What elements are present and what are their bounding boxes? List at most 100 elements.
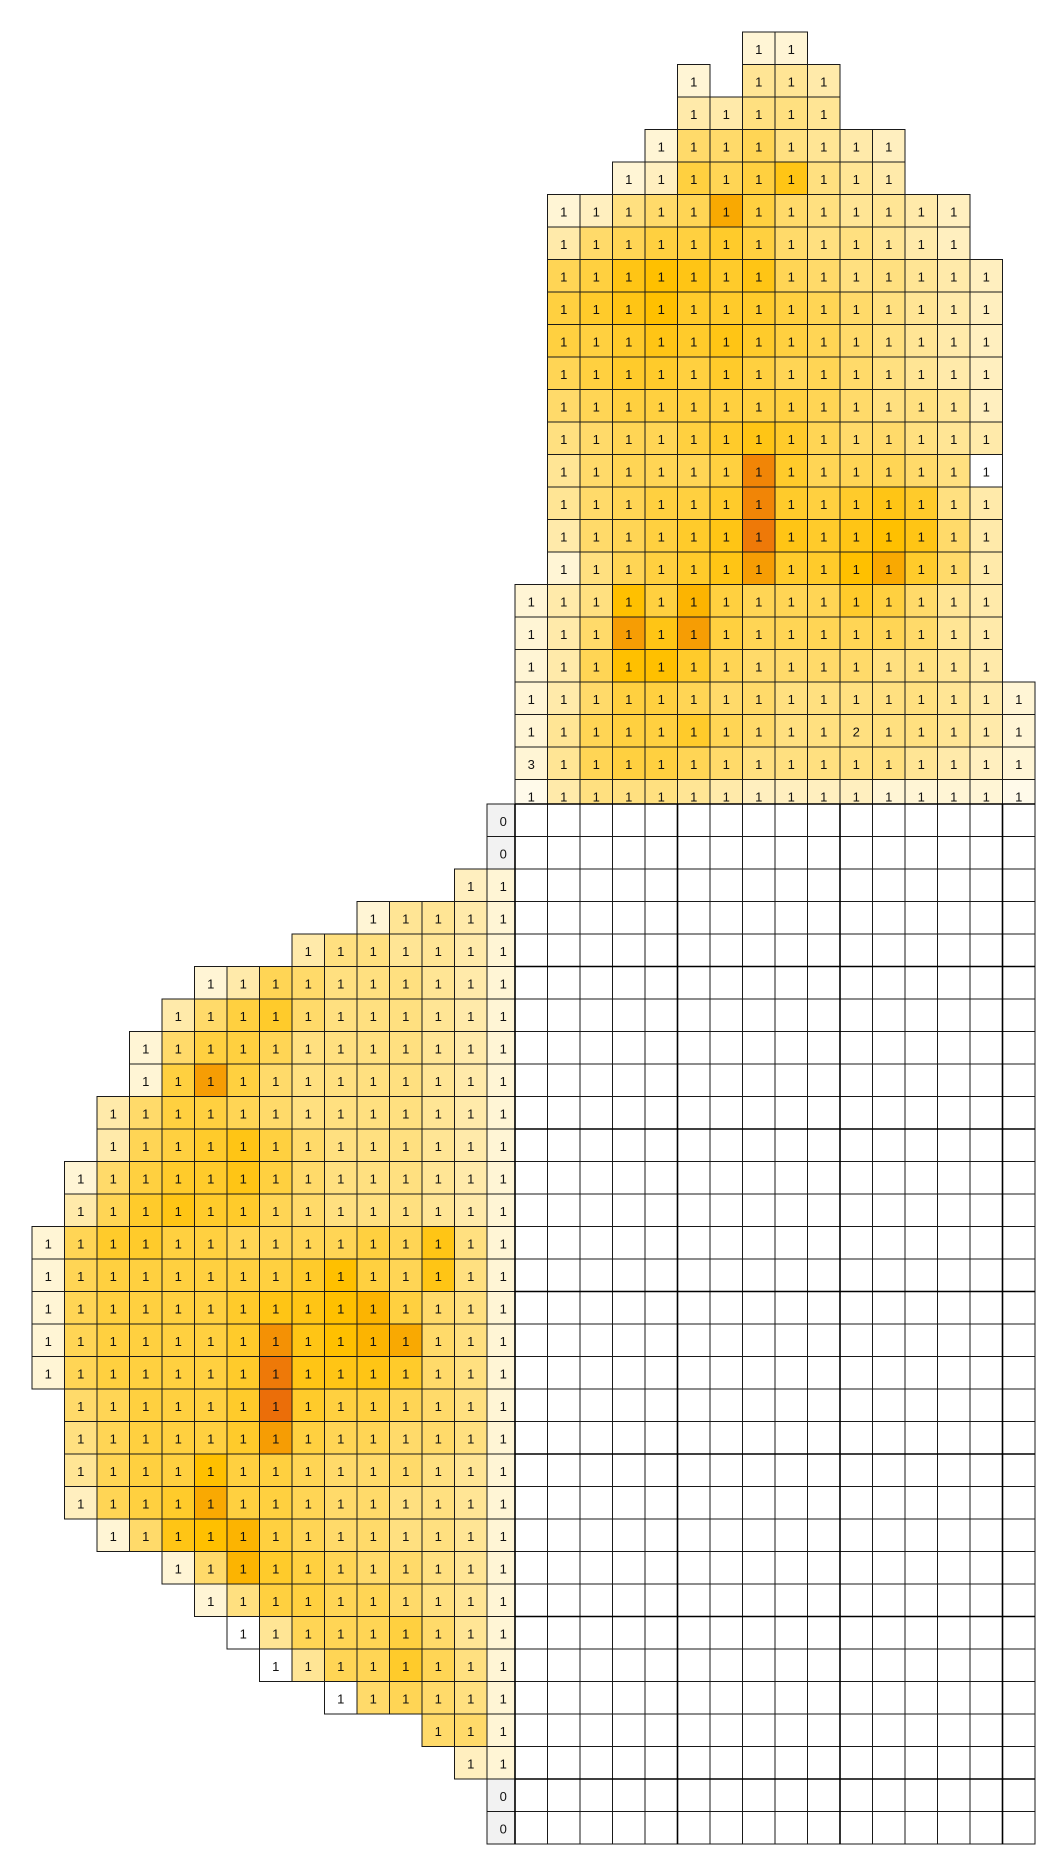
heatmap-cell [96, 1453, 130, 1487]
empty-grid-cell [547, 803, 581, 837]
heatmap-cell [742, 519, 776, 553]
heatmap-cell-label: 1 [658, 334, 665, 349]
heatmap-cell-label: 1 [435, 1204, 442, 1219]
heatmap-cell-label: 1 [755, 204, 762, 219]
empty-grid-cell [969, 1713, 1003, 1747]
empty-grid-cell [579, 868, 613, 902]
empty-grid-cell [612, 1616, 646, 1650]
empty-grid-cell [547, 1388, 581, 1422]
empty-grid-cell [742, 1258, 776, 1292]
empty-grid-cell [937, 1616, 971, 1650]
heatmap-cell-label: 1 [370, 1399, 377, 1414]
heatmap-cell [421, 1486, 455, 1520]
heatmap-cell [742, 421, 776, 455]
heatmap-cell [389, 1258, 423, 1292]
empty-grid-cell [742, 1616, 776, 1650]
heatmap-cell-label: 1 [723, 399, 730, 414]
heatmap-cell [904, 389, 938, 423]
empty-grid-cell [937, 1453, 971, 1487]
empty-grid-cell [872, 1453, 906, 1487]
heatmap-cell [291, 1226, 325, 1260]
empty-grid-cell [709, 1583, 743, 1617]
empty-grid-cell [514, 1031, 548, 1065]
heatmap-cell-label: 1 [853, 692, 860, 707]
heatmap-cell-label: 1 [593, 789, 600, 804]
empty-grid-cell [677, 1161, 711, 1195]
empty-grid-cell [774, 1648, 808, 1682]
empty-grid-cell [872, 1713, 906, 1747]
heatmap-cell-label: 1 [625, 757, 632, 772]
heatmap-cell-label: 1 [853, 659, 860, 674]
heatmap-cell [839, 291, 873, 325]
heatmap-cell-label: 1 [528, 724, 535, 739]
heatmap-cell [31, 1258, 65, 1292]
empty-grid-cell [872, 933, 906, 967]
empty-grid-cell [742, 1453, 776, 1487]
heatmap-cell-label: 1 [272, 1009, 279, 1024]
heatmap-cell-label: 1 [723, 464, 730, 479]
empty-grid-cell [644, 966, 678, 1000]
heatmap-cell [356, 1681, 390, 1715]
heatmap-cell [742, 226, 776, 260]
empty-grid-cell [774, 1453, 808, 1487]
empty-grid-cell [904, 1421, 938, 1455]
heatmap-cell-label: 1 [435, 1724, 442, 1739]
heatmap-cell-label: 1 [110, 1236, 117, 1251]
empty-grid-cell [774, 1811, 808, 1845]
empty-grid-cell [839, 1193, 873, 1227]
empty-grid-cell [612, 1096, 646, 1130]
heatmap-cell [677, 324, 711, 358]
heatmap-cell-label: 1 [435, 1626, 442, 1641]
empty-grid-cell [969, 1291, 1003, 1325]
heatmap-cell-label: 1 [272, 1106, 279, 1121]
empty-grid-cell [1002, 868, 1036, 902]
heatmap-cell-label: 1 [918, 269, 925, 284]
heatmap-cell-label: 1 [240, 1269, 247, 1284]
heatmap-cell-label: 1 [142, 1431, 149, 1446]
empty-grid-cell [612, 1583, 646, 1617]
heatmap-cell [807, 324, 841, 358]
empty-grid-cell [774, 1486, 808, 1520]
heatmap-cell [612, 161, 646, 195]
heatmap-cell-label: 1 [788, 757, 795, 772]
heatmap-cell [969, 259, 1003, 293]
empty-grid-cell [872, 868, 906, 902]
heatmap-cell [774, 356, 808, 390]
heatmap-cell-label: 1 [723, 757, 730, 772]
empty-grid-cell [742, 1583, 776, 1617]
heatmap-cell [872, 389, 906, 423]
heatmap-cell-label: 1 [983, 497, 990, 512]
heatmap-cell-label: 1 [788, 74, 795, 89]
heatmap-cell-label: 1 [175, 1074, 182, 1089]
empty-grid-cell [969, 1681, 1003, 1715]
heatmap-cell-label: 1 [853, 237, 860, 252]
heatmap-cell [774, 96, 808, 130]
heatmap-cell-label: 1 [950, 464, 957, 479]
empty-grid-cell [904, 1518, 938, 1552]
heatmap-cell [742, 291, 776, 325]
empty-grid-cell [677, 1323, 711, 1357]
heatmap-cell [421, 1291, 455, 1325]
heatmap-cell [937, 746, 971, 780]
heatmap-cell-label: 1 [528, 659, 535, 674]
heatmap-cell [194, 1096, 228, 1130]
heatmap-cell-label: 1 [625, 237, 632, 252]
heatmap-cell-label: 1 [983, 562, 990, 577]
empty-grid-cell [904, 901, 938, 935]
heatmap-cell [454, 1128, 488, 1162]
heatmap-cell-label: 1 [723, 497, 730, 512]
empty-grid-cell [547, 1128, 581, 1162]
heatmap-cell [259, 1031, 293, 1065]
heatmap-cell [486, 1388, 520, 1422]
empty-grid-cell [937, 998, 971, 1032]
heatmap-cell [324, 998, 358, 1032]
empty-grid-cell [1002, 1453, 1036, 1487]
heatmap-cell-label: 1 [240, 1626, 247, 1641]
heatmap-cell [969, 356, 1003, 390]
empty-grid-cell [969, 1648, 1003, 1682]
empty-grid-cell [644, 1811, 678, 1845]
heatmap-cell-label: 1 [77, 1366, 84, 1381]
heatmap-cell-label: 1 [788, 42, 795, 57]
heatmap-cell-label: 1 [110, 1171, 117, 1186]
empty-grid-cell [904, 803, 938, 837]
